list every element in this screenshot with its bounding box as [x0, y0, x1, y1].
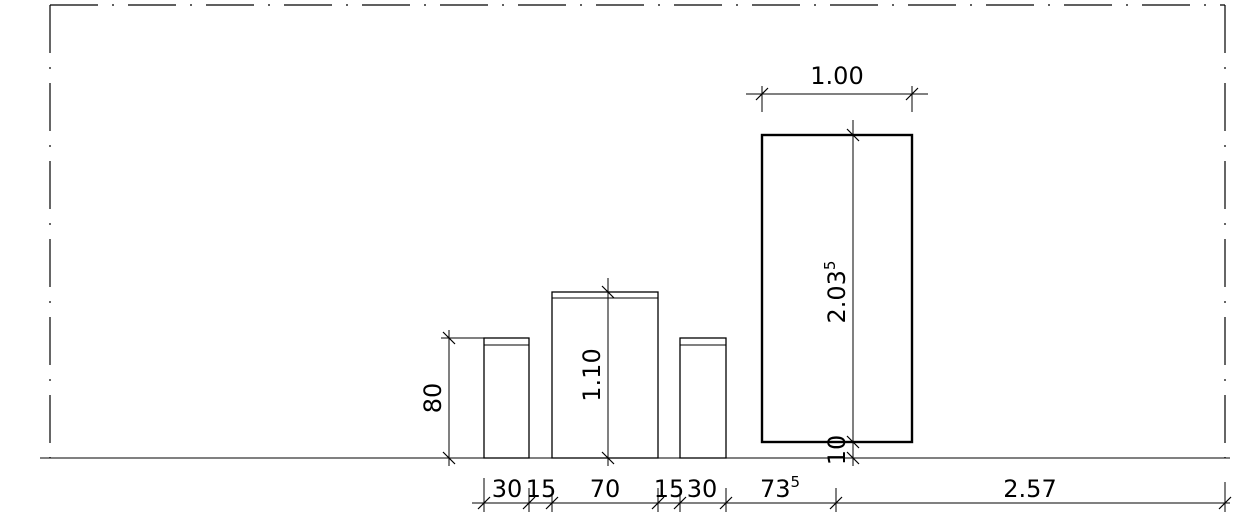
dim-label-door-width: 1.00: [810, 62, 863, 90]
dim-label-door-height-value: 2.03: [823, 270, 851, 323]
door-height-dimension: 2.035 10: [821, 120, 860, 466]
bottom-dimension-chain: 30 15 70 15 30 735 2.57: [472, 473, 1232, 512]
stool-right: [679, 337, 727, 459]
stool-left: [483, 337, 530, 459]
dim-label-door-gap: 10: [823, 435, 851, 466]
dim-label-clearance-value: 73: [760, 475, 791, 503]
dim-label-gap-right: 15: [654, 475, 685, 503]
door-width-dimension: 1.00: [746, 62, 928, 112]
dim-label-clearance-sup: 5: [791, 473, 801, 491]
dim-label-stool-width-right: 30: [687, 475, 718, 503]
dim-label-stool-height: 80: [419, 383, 447, 414]
bar-table: [551, 291, 659, 459]
furniture: [483, 133, 914, 459]
chain-ticks: [477, 478, 1232, 512]
dim-label-gap-left: 15: [526, 475, 557, 503]
door-panel: [760, 133, 914, 444]
dim-label-clearance: 735: [760, 473, 800, 503]
dim-label-table-width: 70: [590, 475, 621, 503]
dim-label-right-distance: 2.57: [1003, 475, 1056, 503]
dim-label-stool-width-left: 30: [492, 475, 523, 503]
dim-label-table-height: 1.10: [578, 348, 606, 401]
dim-label-door-height-sup: 5: [821, 261, 839, 271]
dim-label-door-height: 2.035: [821, 261, 851, 324]
stool-height-dimension: 80: [419, 330, 484, 466]
table-height-dimension: 1.10: [578, 278, 615, 466]
